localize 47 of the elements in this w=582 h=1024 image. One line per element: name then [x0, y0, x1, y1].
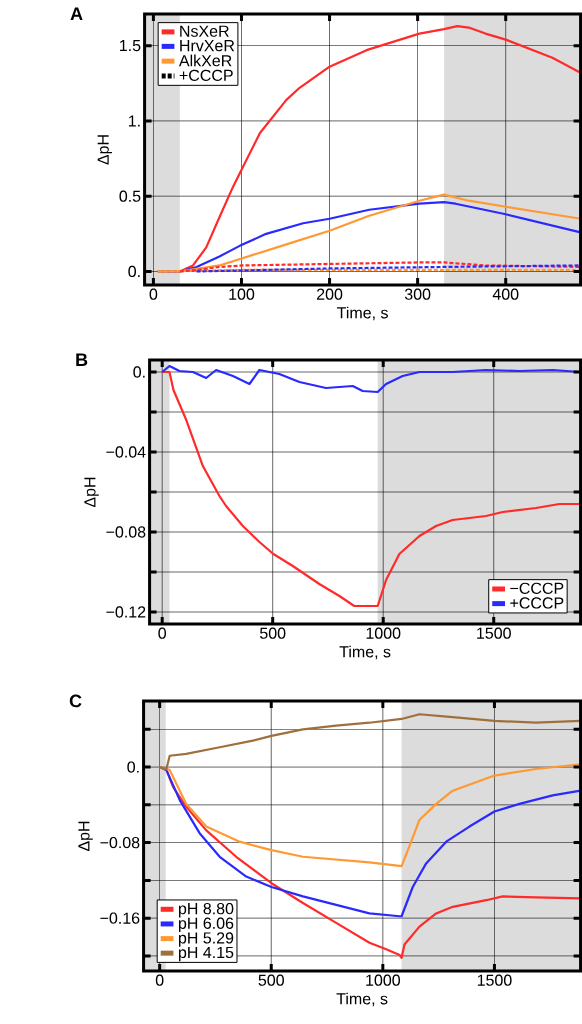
legend-label: AlkXeR	[178, 54, 232, 67]
y-tick-label: −0.08	[100, 836, 140, 849]
legend-label: pH 8.80	[178, 902, 234, 918]
line-series	[158, 713, 581, 771]
y-tick-label: 0.	[127, 761, 139, 773]
x-tick-label: 200	[316, 288, 343, 300]
legend-label: −CCCP	[510, 582, 564, 594]
x-tick-label: 1500	[477, 627, 511, 639]
line-series	[195, 264, 581, 273]
x-tick-label: 500	[258, 974, 284, 986]
y-axis-title: ΔpH	[97, 135, 112, 165]
y-tick-label: −0.04	[106, 446, 146, 458]
x-axis-title: Time, s	[336, 992, 388, 1007]
x-tick-label: 500	[259, 627, 286, 639]
x-tick-label: 1000	[366, 627, 401, 639]
y-axis-title: ΔpH	[84, 477, 99, 508]
y-tick-label: −0.08	[106, 526, 146, 538]
x-tick-label: 1500	[477, 974, 512, 986]
x-axis-title: Time, s	[339, 645, 391, 660]
y-tick-label: −0.12	[106, 606, 146, 618]
chart-title: B	[76, 353, 88, 366]
legend-label: +CCCP	[510, 597, 564, 609]
legend-label: pH 5.29	[178, 932, 234, 947]
x-tick-label: 0	[155, 974, 164, 986]
y-tick-label: 0.	[133, 366, 145, 378]
x-tick-label: 0	[158, 627, 166, 639]
chart-title: C	[69, 694, 82, 708]
line-series	[158, 765, 581, 918]
y-tick-label: 0.	[128, 265, 140, 278]
chart-title: A	[70, 7, 83, 20]
y-tick-label: 1.5	[120, 40, 141, 52]
x-tick-label: 400	[492, 288, 519, 300]
y-tick-label: 0.5	[119, 190, 141, 202]
x-tick-label: 1000	[366, 974, 400, 986]
y-tick-label: 1.	[128, 115, 140, 127]
legend-label: +CCCP	[179, 69, 233, 82]
x-axis-title: Time, s	[336, 306, 388, 321]
line-series	[161, 370, 581, 608]
y-axis-title: ΔpH	[78, 821, 93, 852]
x-tick-label: 100	[229, 288, 255, 300]
legend-label: pH 4.15	[178, 946, 234, 962]
y-tick-label: −0.16	[100, 912, 140, 924]
legend-label: pH 6.06	[178, 917, 234, 933]
x-tick-label: 0	[149, 288, 158, 300]
x-tick-label: 300	[404, 288, 431, 300]
legend-label: HrvXeR	[180, 40, 235, 52]
legend-label: NsXeR	[180, 25, 229, 37]
